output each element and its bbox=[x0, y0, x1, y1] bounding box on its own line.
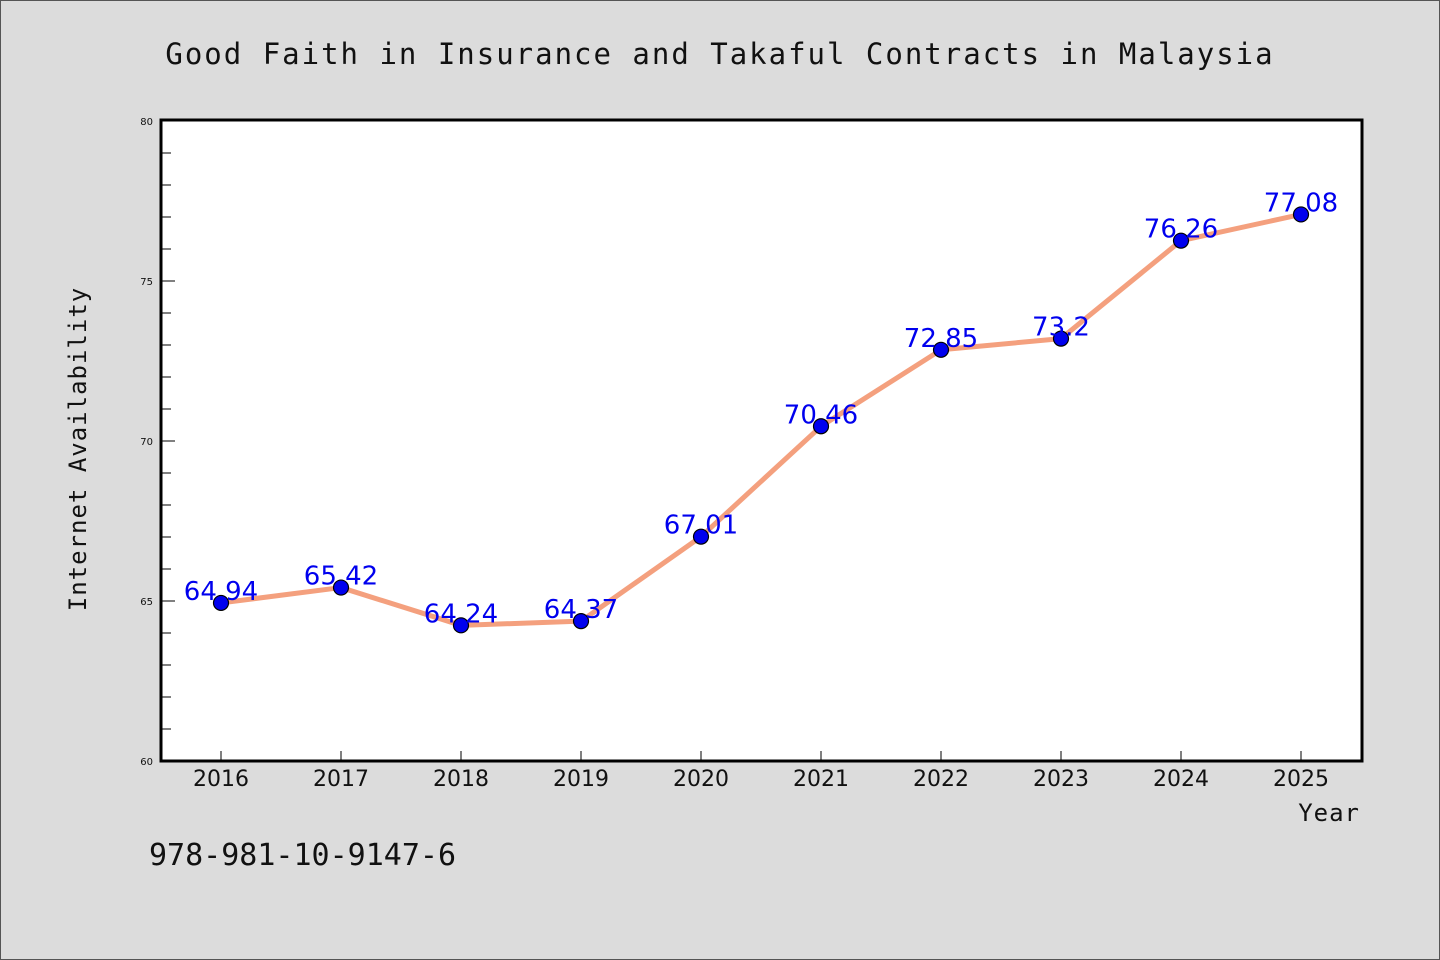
data-point bbox=[1172, 232, 1190, 249]
data-label: 72.85 bbox=[904, 324, 978, 354]
data-label: 76.26 bbox=[1144, 215, 1218, 245]
data-label: 77.08 bbox=[1264, 188, 1338, 218]
data-label: 67.01 bbox=[664, 511, 738, 541]
x-tick-label: 2018 bbox=[433, 767, 489, 792]
y-tick-label: 60 bbox=[140, 757, 153, 768]
y-tick-label: 65 bbox=[140, 597, 153, 608]
x-tick-label: 2017 bbox=[313, 767, 369, 792]
x-tick-label: 2019 bbox=[553, 767, 609, 792]
data-point bbox=[572, 613, 590, 630]
y-tick-label: 75 bbox=[140, 277, 153, 288]
series-line bbox=[218, 211, 1304, 628]
x-tick-label: 2016 bbox=[193, 767, 249, 792]
x-tick-label: 2022 bbox=[913, 767, 969, 792]
x-axis-ticks: 2016 2017 2018 2019 2020 2021 2022 2023 2024 2025 bbox=[193, 751, 1329, 792]
x-tick-label: 2023 bbox=[1033, 767, 1089, 792]
data-label: 73.2 bbox=[1032, 313, 1090, 343]
x-tick-label: 2025 bbox=[1273, 767, 1329, 792]
data-label: 70.46 bbox=[784, 400, 858, 430]
data-point bbox=[212, 594, 230, 612]
data-labels: 64.94 65.42 64.24 64.37 67.01 70.46 72.85 73.2 7… bbox=[184, 188, 1338, 629]
data-point bbox=[1292, 206, 1310, 223]
plot-area bbox=[159, 118, 1364, 763]
y-tick-label: 80 bbox=[140, 117, 153, 128]
data-point bbox=[1052, 330, 1070, 347]
data-label: 64.94 bbox=[184, 577, 258, 607]
chart-title: Good Faith in Insurance and Takaful Cont… bbox=[165, 37, 1274, 71]
x-axis-title: Year bbox=[1298, 799, 1360, 827]
x-tick-label: 2020 bbox=[673, 767, 729, 792]
data-point bbox=[452, 617, 470, 634]
data-label: 64.24 bbox=[424, 599, 498, 629]
y-tick-label: 70 bbox=[140, 437, 153, 448]
x-tick-label: 2024 bbox=[1153, 767, 1209, 792]
data-point bbox=[932, 341, 950, 358]
data-point bbox=[692, 528, 710, 545]
isbn-text: 978-981-10-9147-6 bbox=[149, 838, 456, 873]
series-line-group bbox=[218, 211, 1304, 628]
y-axis-ticks: 60 65 70 75 80 bbox=[140, 117, 175, 768]
data-label: 65.42 bbox=[304, 562, 378, 592]
data-point bbox=[332, 579, 350, 596]
x-tick-label: 2021 bbox=[793, 767, 849, 792]
y-axis-title: Internet Availability bbox=[64, 287, 92, 611]
data-markers bbox=[212, 206, 1310, 634]
data-point bbox=[812, 418, 830, 435]
data-label: 64.37 bbox=[544, 595, 618, 625]
